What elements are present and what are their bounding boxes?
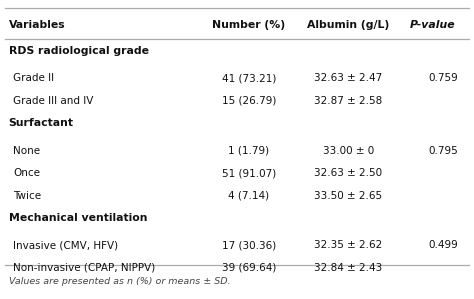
Text: 32.84 ± 2.43: 32.84 ± 2.43 xyxy=(314,263,383,273)
Text: 33.00 ± 0: 33.00 ± 0 xyxy=(323,146,374,156)
Text: P-value: P-value xyxy=(410,20,456,30)
Text: 15 (26.79): 15 (26.79) xyxy=(222,96,276,106)
Text: Mechanical ventilation: Mechanical ventilation xyxy=(9,213,147,223)
Text: 32.63 ± 2.47: 32.63 ± 2.47 xyxy=(314,73,383,83)
Text: Invasive (CMV, HFV): Invasive (CMV, HFV) xyxy=(13,240,118,251)
Text: 32.35 ± 2.62: 32.35 ± 2.62 xyxy=(314,240,383,251)
Text: 33.50 ± 2.65: 33.50 ± 2.65 xyxy=(314,190,383,201)
Text: Number (%): Number (%) xyxy=(212,20,285,30)
Text: Non-invasive (CPAP, NIPPV): Non-invasive (CPAP, NIPPV) xyxy=(13,263,155,273)
Text: Variables: Variables xyxy=(9,20,65,30)
Text: Values are presented as n (%) or means ± SD.: Values are presented as n (%) or means ±… xyxy=(9,277,230,286)
Text: 0.795: 0.795 xyxy=(428,146,458,156)
Text: Surfactant: Surfactant xyxy=(9,118,73,128)
Text: None: None xyxy=(13,146,40,156)
Text: 39 (69.64): 39 (69.64) xyxy=(222,263,276,273)
Text: 17 (30.36): 17 (30.36) xyxy=(222,240,276,251)
Text: RDS radiological grade: RDS radiological grade xyxy=(9,46,148,56)
Text: 4 (7.14): 4 (7.14) xyxy=(228,190,269,201)
Text: Grade III and IV: Grade III and IV xyxy=(13,96,94,106)
Text: 41 (73.21): 41 (73.21) xyxy=(222,73,276,83)
Text: 32.87 ± 2.58: 32.87 ± 2.58 xyxy=(314,96,383,106)
Text: 51 (91.07): 51 (91.07) xyxy=(222,168,276,178)
Text: 0.759: 0.759 xyxy=(428,73,458,83)
Text: 32.63 ± 2.50: 32.63 ± 2.50 xyxy=(314,168,383,178)
Text: Twice: Twice xyxy=(13,190,41,201)
Text: Grade II: Grade II xyxy=(13,73,55,83)
Text: Albumin (g/L): Albumin (g/L) xyxy=(307,20,390,30)
Text: Once: Once xyxy=(13,168,40,178)
Text: 1 (1.79): 1 (1.79) xyxy=(228,146,269,156)
Text: 0.499: 0.499 xyxy=(428,240,458,251)
